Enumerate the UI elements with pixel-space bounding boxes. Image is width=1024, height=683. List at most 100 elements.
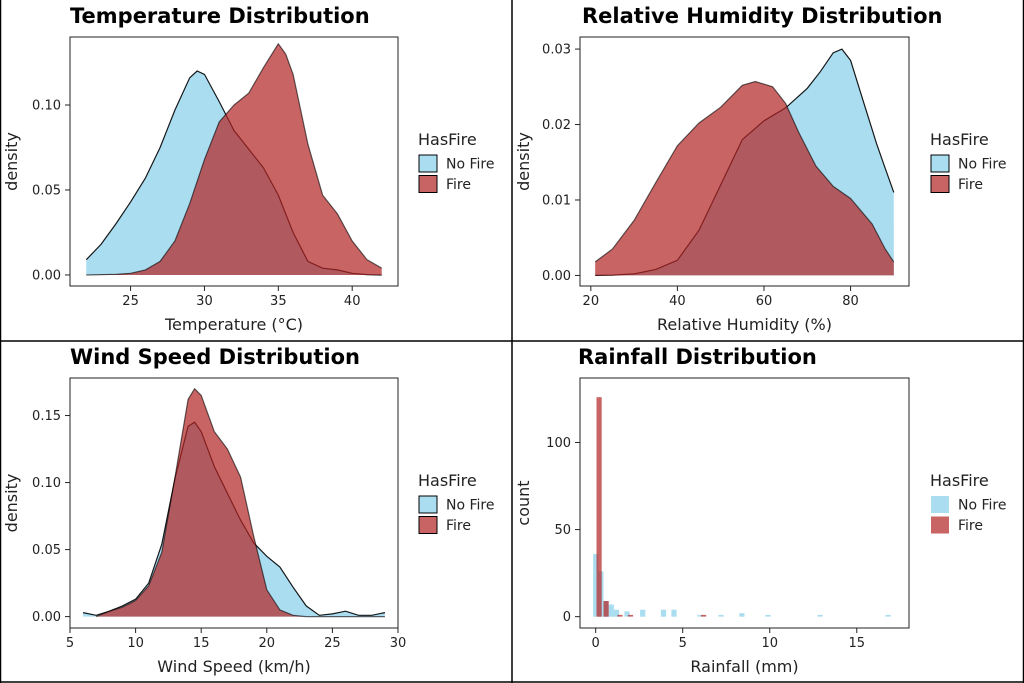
- plot-border: [69, 36, 399, 287]
- bar-no-fire: [660, 609, 667, 617]
- legend-key-no-fire: [931, 496, 949, 513]
- y-tick-label: 100: [546, 436, 571, 451]
- y-tick-label: 0.03: [542, 43, 571, 58]
- x-tick-label: 15: [193, 636, 210, 651]
- y-tick-label: 50: [554, 523, 571, 538]
- bar-no-fire: [624, 611, 630, 617]
- x-tick-label: 35: [270, 294, 287, 309]
- bar-no-fire: [608, 604, 614, 617]
- bar-fire: [617, 614, 623, 617]
- legend-label-no-fire: No Fire: [446, 498, 494, 514]
- legend-title: HasFire: [930, 471, 989, 490]
- legend-label-fire: Fire: [958, 177, 983, 193]
- y-axis-label: density: [2, 132, 21, 191]
- chart-title: Wind Speed Distribution: [70, 345, 360, 369]
- y-tick-label: 0.00: [542, 269, 571, 284]
- legend-key-no-fire: [418, 495, 438, 514]
- x-tick-label: 25: [122, 294, 139, 309]
- x-tick-label: 10: [127, 636, 144, 651]
- bar-no-fire: [718, 614, 724, 617]
- x-tick-label: 15: [849, 636, 866, 651]
- x-tick-label: 20: [259, 636, 276, 651]
- bar-no-fire: [885, 614, 891, 617]
- y-tick-label: 0.05: [32, 543, 61, 558]
- density-line-fire: [86, 42, 383, 276]
- density-line-fire: [594, 80, 895, 263]
- x-tick-label: 60: [756, 294, 773, 309]
- legend: HasFire No Fire Fire: [418, 471, 494, 534]
- chart-title: Rainfall Distribution: [578, 345, 817, 369]
- bar-fire: [701, 614, 707, 617]
- x-tick-label: 10: [761, 636, 778, 651]
- x-axis-label: Rainfall (mm): [690, 657, 798, 676]
- x-tick-label: 80: [842, 294, 859, 309]
- x-tick-label: 30: [196, 294, 213, 309]
- bar-no-fire: [593, 554, 599, 617]
- x-tick-label: 30: [390, 636, 407, 651]
- x-tick-label: 5: [66, 636, 74, 651]
- density-line-fire: [95, 387, 385, 618]
- legend-label-fire: Fire: [446, 177, 471, 193]
- legend-title: HasFire: [930, 130, 989, 149]
- legend-label-no-fire: No Fire: [446, 157, 494, 173]
- x-tick-label: 5: [679, 636, 687, 651]
- density-area-fire: [96, 388, 385, 617]
- x-tick-label: 0: [592, 636, 600, 651]
- panel-3: Wind Speed Distribution 5 10 15 20 25 30 0.00 0.…: [2, 345, 494, 676]
- legend-key-no-fire: [418, 154, 438, 173]
- x-tick-label: 20: [583, 294, 600, 309]
- panel-4: Rainfall Distribution 0 5 10 15 0 50 100 Rainfal…: [514, 345, 1006, 676]
- bar-fire: [603, 601, 609, 617]
- chart-title: Temperature Distribution: [70, 4, 370, 28]
- plot-border: [579, 377, 910, 629]
- x-tick-label: 25: [324, 636, 341, 651]
- legend-label-no-fire: No Fire: [958, 157, 1006, 173]
- y-axis-label: count: [514, 480, 533, 525]
- x-tick-label: 40: [344, 294, 361, 309]
- legend-label-fire: Fire: [958, 518, 983, 534]
- x-tick-label: 40: [669, 294, 686, 309]
- legend-title: HasFire: [418, 471, 477, 490]
- legend-key-fire: [931, 516, 949, 534]
- bar-no-fire: [817, 614, 823, 617]
- y-tick-label: 0.10: [32, 98, 61, 113]
- y-tick-label: 0.00: [32, 610, 61, 625]
- bar-no-fire: [640, 609, 646, 617]
- y-tick-label: 0.02: [542, 118, 571, 133]
- legend-label-fire: Fire: [446, 518, 471, 534]
- panel-2: Relative Humidity Distribution 20 40 60 80 0.…: [514, 4, 1006, 334]
- chart-title: Relative Humidity Distribution: [582, 4, 942, 28]
- density-area-fire: [86, 43, 382, 275]
- x-axis-label: Wind Speed (km/h): [157, 657, 310, 676]
- y-tick-label: 0: [563, 610, 571, 625]
- bar-no-fire: [765, 614, 771, 617]
- bar-no-fire: [671, 609, 677, 617]
- legend-key-fire: [930, 175, 950, 193]
- plot-border: [69, 377, 399, 629]
- y-axis-label: density: [2, 474, 21, 533]
- x-axis-label: Temperature (°C): [164, 315, 303, 334]
- bar-no-fire: [697, 614, 703, 617]
- density-area-fire: [595, 81, 894, 276]
- legend-key-fire: [418, 175, 438, 193]
- y-tick-label: 0.10: [32, 476, 61, 491]
- panel-1: Temperature Distribution 25 30 35 40 0.00 0.05…: [2, 4, 494, 334]
- y-axis-label: density: [514, 132, 533, 191]
- bar-fire: [627, 614, 634, 617]
- legend-title: HasFire: [418, 130, 477, 149]
- y-tick-label: 0.05: [32, 183, 61, 198]
- y-tick-label: 0.01: [542, 193, 571, 208]
- legend: HasFire No Fire Fire: [930, 130, 1006, 193]
- plot-border: [579, 36, 910, 287]
- bar-fire: [596, 397, 602, 617]
- x-axis-label: Relative Humidity (%): [657, 315, 832, 334]
- legend: HasFire No Fire Fire: [930, 471, 1006, 534]
- legend-key-fire: [418, 516, 438, 534]
- y-tick-label: 0.00: [32, 268, 61, 283]
- legend-key-no-fire: [930, 154, 950, 173]
- y-tick-label: 0.15: [32, 409, 61, 424]
- legend: HasFire No Fire Fire: [418, 130, 494, 193]
- bar-no-fire: [739, 613, 745, 617]
- bar-no-fire: [613, 609, 620, 617]
